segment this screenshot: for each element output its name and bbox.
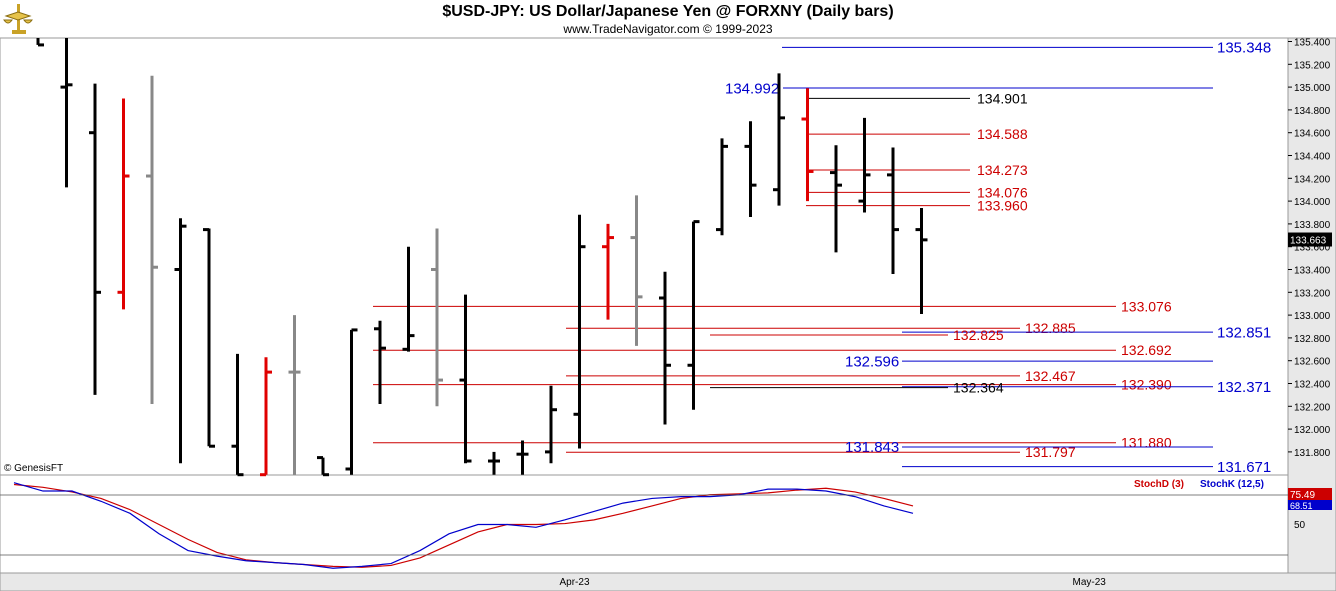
- ohlc-bar[interactable]: [117, 98, 130, 310]
- price-axis: [1287, 37, 1336, 574]
- level-label-5: 134.076: [977, 184, 1028, 200]
- level-label-8: 132.885: [1025, 320, 1076, 336]
- ohlc-bar[interactable]: [60, 38, 73, 188]
- ohlc-bar[interactable]: [231, 353, 244, 477]
- ohlc-bar[interactable]: [830, 145, 842, 253]
- ohlc-bar[interactable]: [174, 218, 187, 464]
- ohlc-bar[interactable]: [602, 223, 614, 320]
- ohlc-bar[interactable]: [488, 451, 500, 475]
- ohlc-bar[interactable]: [858, 117, 871, 213]
- ohlc-bar[interactable]: [716, 138, 728, 236]
- ohlc-bar[interactable]: [89, 83, 101, 395]
- stoch-k-line: [13, 482, 914, 569]
- level-label-0: 135.348: [1217, 40, 1271, 57]
- ohlc-bar[interactable]: [773, 73, 785, 206]
- stoch-d-marker: [1288, 488, 1332, 500]
- ohlc-bar[interactable]: [317, 456, 329, 477]
- ohlc-bar[interactable]: [260, 357, 272, 477]
- stoch-k-marker: [1288, 500, 1332, 510]
- y-tick-label: 132.600: [1294, 357, 1331, 368]
- ohlc-bar[interactable]: [630, 195, 643, 346]
- level-label-1: 134.992: [725, 80, 779, 97]
- y-tick-label: 135.400: [1294, 38, 1331, 49]
- last-price-marker: [1288, 232, 1332, 247]
- y-tick-label: 132.400: [1294, 380, 1331, 391]
- stoch-d-line: [13, 483, 914, 568]
- ohlc-bar[interactable]: [687, 220, 700, 410]
- y-tick-label: 134.800: [1294, 106, 1331, 117]
- level-label-4: 134.273: [977, 162, 1028, 178]
- ohlc-bar[interactable]: [36, 38, 44, 47]
- y-tick-label: 134.600: [1294, 129, 1331, 140]
- level-label-11: 132.692: [1121, 342, 1172, 358]
- level-label-9: 132.851: [1217, 324, 1271, 341]
- chart-header: $USD-JPY: US Dollar/Japanese Yen @ FORXN…: [0, 0, 1336, 38]
- last-price-label: 133.663: [1290, 236, 1327, 247]
- y-tick-label: 133.800: [1294, 220, 1331, 231]
- y-tick-label: 135.000: [1294, 83, 1331, 94]
- stoch-k-value: 68.51: [1290, 501, 1313, 511]
- y-tick-label: 134.200: [1294, 174, 1331, 185]
- level-label-2: 134.901: [977, 90, 1028, 106]
- level-label-20: 131.671: [1217, 459, 1271, 476]
- trade-navigator-logo-icon: [2, 2, 36, 36]
- x-tick-label: Apr-23: [560, 577, 590, 588]
- y-tick-label: 134.400: [1294, 152, 1331, 163]
- ohlc-bar[interactable]: [146, 75, 158, 405]
- y-tick-label: 133.200: [1294, 288, 1331, 299]
- ohlc-bar[interactable]: [345, 328, 358, 475]
- date-axis: [0, 572, 1336, 591]
- legend-stoch-k: StochK (12,5): [1200, 479, 1264, 490]
- x-tick-label: May-23: [1073, 577, 1107, 588]
- y-tick-label: 134.000: [1294, 197, 1331, 208]
- ohlc-bar[interactable]: [374, 320, 386, 405]
- level-label-17: 131.880: [1121, 435, 1172, 451]
- y-tick-label: 135.200: [1294, 60, 1331, 71]
- ohlc-bar[interactable]: [659, 271, 671, 425]
- level-label-10: 132.825: [953, 327, 1004, 343]
- ohlc-bar[interactable]: [402, 246, 415, 352]
- watermark: © GenesisFT: [4, 463, 63, 474]
- ohlc-bar[interactable]: [744, 121, 757, 218]
- y-tick-label: 133.000: [1294, 311, 1331, 322]
- stoch-d-value: 75.49: [1290, 490, 1315, 501]
- stoch-panel: [0, 474, 1289, 574]
- level-label-15: 132.371: [1217, 379, 1271, 396]
- price-panel: [0, 37, 1289, 476]
- ohlc-bar[interactable]: [801, 88, 814, 202]
- chart-subtitle: www.TradeNavigator.com © 1999-2023: [563, 22, 773, 36]
- y-tick-label: 133.600: [1294, 243, 1331, 254]
- ohlc-bar[interactable]: [203, 228, 215, 448]
- y-tick-label: 132.200: [1294, 402, 1331, 413]
- level-label-14: 132.390: [1121, 377, 1172, 393]
- ohlc-bar[interactable]: [545, 385, 557, 464]
- ohlc-bar[interactable]: [915, 207, 928, 314]
- level-label-6: 133.960: [977, 198, 1028, 214]
- y-tick-label: 131.800: [1294, 448, 1331, 459]
- y-tick-label: 132.000: [1294, 425, 1331, 436]
- level-label-19: 131.797: [1025, 444, 1076, 460]
- ohlc-bar[interactable]: [288, 315, 301, 475]
- level-label-3: 134.588: [977, 126, 1028, 142]
- y-tick-label: 133.400: [1294, 266, 1331, 277]
- chart-title: $USD-JPY: US Dollar/Japanese Yen @ FORXN…: [442, 3, 894, 20]
- legend-stoch-d: StochD (3): [1134, 479, 1184, 490]
- ohlc-bar[interactable]: [459, 294, 472, 464]
- level-label-16: 132.364: [953, 380, 1004, 396]
- ohlc-bar[interactable]: [573, 214, 586, 449]
- ohlc-bar[interactable]: [516, 440, 529, 475]
- level-label-7: 133.076: [1121, 298, 1172, 314]
- ohlc-bar[interactable]: [431, 228, 443, 407]
- level-label-18: 131.843: [845, 439, 899, 456]
- ohlc-bar[interactable]: [887, 147, 899, 275]
- level-label-12: 132.596: [845, 353, 899, 370]
- stoch-tick-label: 50: [1294, 520, 1306, 531]
- level-label-13: 132.467: [1025, 368, 1076, 384]
- y-tick-label: 132.800: [1294, 334, 1331, 345]
